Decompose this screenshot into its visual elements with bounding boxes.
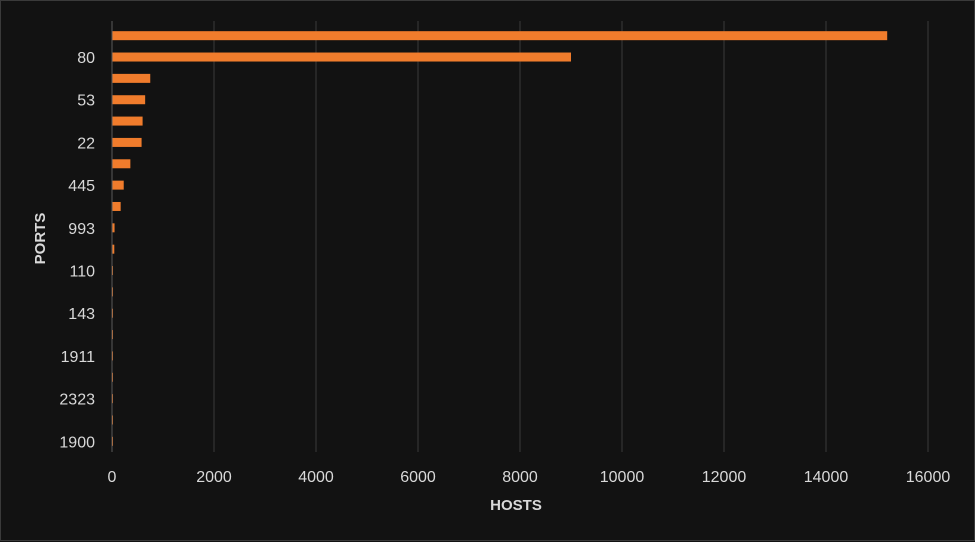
x-axis-title: HOSTS — [490, 497, 542, 514]
y-tick-label: 1900 — [59, 434, 95, 451]
y-tick-label: 445 — [68, 178, 95, 195]
y-axis-title: PORTS — [32, 213, 49, 265]
y-tick-label: 993 — [68, 221, 95, 238]
y-tick-label: 2323 — [59, 392, 95, 409]
y-tick-label: 110 — [69, 264, 95, 281]
bar — [112, 159, 131, 169]
bar — [112, 223, 115, 233]
bar — [112, 180, 124, 190]
x-tick-labels: 0 2000 4000 6000 8000 10000 12000 14000 16000 — [108, 469, 951, 486]
x-tick-label: 2000 — [196, 469, 232, 486]
y-tick-label: 53 — [77, 93, 95, 110]
bars — [112, 31, 888, 446]
x-tick-label: 0 — [108, 469, 117, 486]
x-tick-label: 8000 — [502, 469, 538, 486]
gridlines — [213, 21, 929, 452]
x-tick-label: 14000 — [804, 469, 849, 486]
bar — [112, 137, 142, 147]
x-tick-label: 10000 — [600, 469, 645, 486]
y-tick-label: 80 — [77, 50, 95, 67]
x-tick-label: 6000 — [400, 469, 436, 486]
bar — [112, 73, 151, 83]
bar — [112, 52, 571, 62]
y-tick-label: 22 — [77, 135, 95, 152]
bar — [112, 244, 115, 254]
bar — [112, 116, 143, 126]
bar — [112, 31, 888, 41]
bar — [112, 201, 121, 211]
y-tick-label: 143 — [68, 306, 95, 323]
x-tick-label: 4000 — [298, 469, 334, 486]
x-tick-label: 16000 — [906, 469, 951, 486]
y-tick-label: 1911 — [61, 349, 96, 366]
y-tick-labels: 80 53 22 445 993 110 143 1911 2323 1900 — [59, 50, 95, 451]
bar — [112, 95, 146, 105]
x-tick-label: 12000 — [702, 469, 747, 486]
